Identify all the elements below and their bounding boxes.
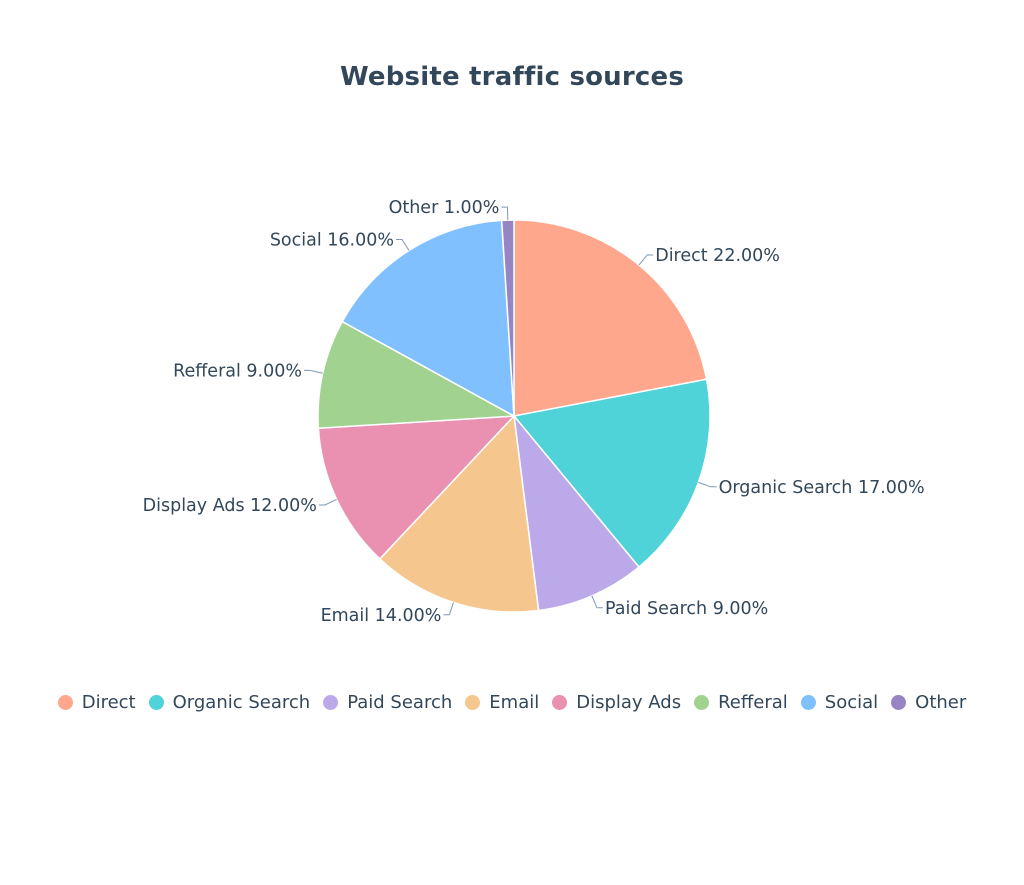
chart-title: Website traffic sources xyxy=(339,62,685,92)
legend-label-refferal: Refferal xyxy=(718,691,788,713)
legend-swatch-display-ads xyxy=(552,694,568,710)
pie-slice-refferal[interactable] xyxy=(317,320,515,430)
legend-swatch-email xyxy=(465,694,481,710)
legend-label-display-ads: Display Ads xyxy=(576,691,682,713)
connector-refferal xyxy=(304,369,323,374)
data-label-direct: Direct 22.00% xyxy=(655,246,780,266)
label-connectors xyxy=(304,206,717,616)
legend-item-direct[interactable]: Direct xyxy=(57,689,136,715)
pie-slice-direct[interactable] xyxy=(513,219,708,417)
data-label-display-ads: Display Ads 12.00% xyxy=(143,496,317,516)
chart-legend: Direct Organic Search Paid Search Email Disp… xyxy=(0,689,1024,715)
data-label-paid-search: Paid Search 9.00% xyxy=(605,599,768,619)
legend-item-email[interactable]: Email xyxy=(465,689,539,715)
connector-social xyxy=(396,239,410,251)
legend-item-paid-search[interactable]: Paid Search xyxy=(323,689,452,715)
data-label-social: Social 16.00% xyxy=(270,231,394,251)
legend-label-social: Social xyxy=(824,691,879,713)
slice-labels: Direct 22.00% Organic Search 17.00% Paid S… xyxy=(143,198,925,626)
legend-swatch-direct xyxy=(57,694,73,710)
legend-label-paid-search: Paid Search xyxy=(347,691,453,713)
legend-label-other: Other xyxy=(915,691,967,713)
legend-label-direct: Direct xyxy=(81,691,136,713)
legend-item-organic-search[interactable]: Organic Search xyxy=(148,689,311,715)
connector-email xyxy=(443,602,454,616)
pie-slice-email[interactable] xyxy=(379,415,540,613)
legend-item-refferal[interactable]: Refferal xyxy=(694,689,788,715)
connector-display-ads xyxy=(318,498,337,506)
pie-slice-display-ads[interactable] xyxy=(317,415,515,560)
data-label-other: Other 1.00% xyxy=(389,198,500,218)
legend-label-email: Email xyxy=(489,691,540,713)
data-label-refferal: Refferal 9.00% xyxy=(173,361,302,381)
legend-item-display-ads[interactable]: Display Ads xyxy=(552,689,681,715)
connector-direct xyxy=(638,254,654,266)
connector-paid-search xyxy=(591,595,603,609)
pie-slices xyxy=(317,219,711,613)
pie-slice-paid-search[interactable] xyxy=(513,415,640,612)
connector-organic-search xyxy=(698,481,717,488)
legend-swatch-other xyxy=(891,694,907,710)
legend-swatch-social xyxy=(800,694,816,710)
data-label-organic-search: Organic Search 17.00% xyxy=(719,478,925,498)
data-label-email: Email 14.00% xyxy=(321,606,442,626)
legend-item-other[interactable]: Other xyxy=(891,689,966,715)
pie-slice-social[interactable] xyxy=(341,219,515,417)
legend-swatch-organic-search xyxy=(148,694,164,710)
legend-label-organic-search: Organic Search xyxy=(172,691,311,713)
legend-swatch-paid-search xyxy=(323,694,339,710)
legend-swatch-refferal xyxy=(694,694,710,710)
connector-other xyxy=(501,206,509,221)
legend-item-social[interactable]: Social xyxy=(800,689,879,715)
